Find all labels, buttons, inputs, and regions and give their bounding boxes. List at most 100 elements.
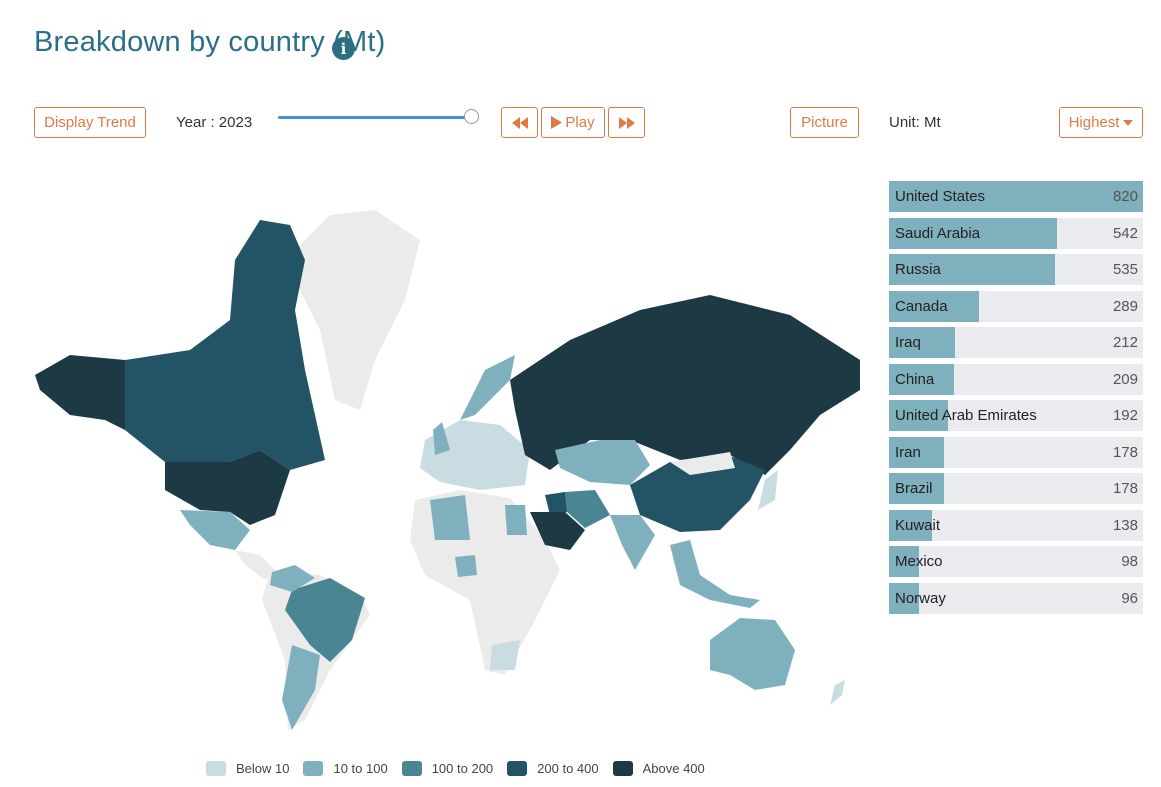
map-uk[interactable] [433, 422, 450, 455]
fast-forward-icon [618, 116, 635, 129]
ranking-bar [889, 546, 920, 577]
unit-label: Unit: Mt [889, 114, 941, 131]
page-title: Breakdown by country (Mt) [34, 26, 386, 58]
legend-label: 200 to 400 [537, 761, 599, 776]
map-australia[interactable] [710, 618, 795, 690]
ranking-row[interactable]: United States 820 [889, 181, 1143, 212]
map-usa[interactable] [165, 450, 290, 525]
ranking-bar [889, 217, 1057, 249]
map-russia[interactable] [510, 295, 860, 475]
ranking-row[interactable]: Mexico 98 [889, 546, 1143, 577]
ranking-country: Iraq [895, 334, 921, 351]
ranking-list: United States 820 Saudi Arabia 542 Russia 535… [889, 181, 1143, 619]
map-se-asia[interactable] [670, 540, 760, 608]
ranking-row[interactable]: Saudi Arabia 542 [889, 217, 1143, 249]
ranking-country: Kuwait [895, 516, 941, 534]
legend-swatch [612, 761, 633, 776]
map-brazil[interactable] [285, 578, 365, 662]
caret-down-icon [1123, 119, 1134, 126]
ranking-value: 820 [1112, 188, 1138, 205]
map-argentina[interactable] [282, 645, 320, 730]
map-mexico[interactable] [180, 510, 250, 550]
map-mongolia[interactable] [670, 452, 735, 475]
legend-item[interactable]: Above 400 [612, 761, 705, 776]
ranking-country: Mexico [895, 553, 943, 570]
map-europe[interactable] [420, 420, 530, 490]
legend-item[interactable]: 100 to 200 [401, 761, 493, 776]
ranking-row[interactable]: Brazil 178 [889, 473, 1143, 504]
ranking-row[interactable]: Iraq 212 [889, 327, 1143, 358]
map-algeria[interactable] [430, 495, 470, 540]
picture-button[interactable]: Picture [790, 107, 859, 138]
rewind-icon [511, 116, 528, 129]
ranking-bar [889, 290, 979, 322]
map-iran[interactable] [565, 490, 610, 528]
legend-item[interactable]: 10 to 100 [303, 761, 388, 776]
legend-swatch [206, 761, 226, 776]
map-norway[interactable] [460, 355, 515, 420]
legend-item[interactable]: 200 to 400 [507, 761, 599, 776]
sort-dropdown[interactable]: Highest [1059, 107, 1143, 138]
ranking-country: United States [895, 188, 986, 205]
year-slider-thumb[interactable] [464, 109, 479, 124]
map-saudi-arabia[interactable] [530, 512, 585, 550]
ranking-row[interactable]: Norway 96 [889, 582, 1143, 614]
map-nigeria[interactable] [455, 555, 477, 577]
ranking-row[interactable]: Iran 178 [889, 436, 1143, 468]
ranking-value: 212 [1112, 334, 1138, 351]
map-china[interactable] [630, 456, 765, 532]
map-alaska[interactable] [35, 355, 125, 430]
ranking-value: 192 [1112, 407, 1138, 424]
ranking-row[interactable]: Russia 535 [889, 254, 1143, 285]
play-icon [551, 116, 563, 129]
display-trend-button[interactable]: Display Trend [34, 107, 146, 138]
year-label: Year : 2023 [176, 114, 253, 131]
play-button[interactable]: Play [541, 107, 605, 138]
ranking-country: Iran [895, 443, 921, 461]
map-legend: Below 10 10 to 100 100 to 200 200 to 400 Abo… [206, 761, 719, 776]
map-japan[interactable] [758, 470, 778, 510]
map-kazakhstan[interactable] [555, 440, 650, 485]
info-icon[interactable]: i [332, 37, 355, 60]
legend-swatch [303, 761, 324, 776]
map-new-zealand[interactable] [830, 680, 845, 705]
ranking-value: 542 [1112, 224, 1138, 242]
map-central-america[interactable] [235, 550, 275, 580]
ranking-row[interactable]: Canada 289 [889, 290, 1143, 322]
legend-swatch [401, 761, 422, 776]
map-greenland[interactable] [285, 210, 420, 410]
ranking-value: 209 [1112, 370, 1138, 388]
map-colombia[interactable] [270, 565, 315, 592]
ranking-country: Brazil [895, 480, 933, 497]
fast-forward-button[interactable] [608, 107, 645, 138]
ranking-value: 535 [1112, 261, 1138, 278]
ranking-bar [889, 400, 949, 431]
map-iraq[interactable] [545, 492, 567, 515]
ranking-row[interactable]: United Arab Emirates 192 [889, 400, 1143, 431]
ranking-bar [889, 509, 932, 541]
ranking-row[interactable]: Kuwait 138 [889, 509, 1143, 541]
ranking-country: Russia [895, 261, 941, 278]
ranking-bar [889, 363, 954, 395]
ranking-bar [889, 254, 1055, 285]
ranking-value: 178 [1112, 480, 1138, 497]
ranking-country: Canada [895, 297, 948, 315]
year-slider-track[interactable] [278, 116, 472, 119]
rewind-button[interactable] [501, 107, 538, 138]
map-egypt[interactable] [505, 505, 527, 535]
ranking-country: Saudi Arabia [895, 224, 981, 242]
ranking-bar [889, 181, 1143, 212]
ranking-row[interactable]: China 209 [889, 363, 1143, 395]
ranking-country: Norway [895, 589, 946, 607]
ranking-bar [889, 436, 945, 468]
map-canada[interactable] [125, 220, 325, 470]
ranking-value: 178 [1112, 443, 1138, 461]
ranking-value: 98 [1121, 553, 1138, 570]
ranking-bar [889, 327, 955, 358]
map-south-africa[interactable] [490, 640, 520, 670]
ranking-country: China [895, 370, 935, 388]
map-india[interactable] [610, 515, 655, 570]
legend-label: 10 to 100 [333, 761, 388, 776]
ranking-value: 289 [1112, 297, 1138, 315]
legend-item[interactable]: Below 10 [206, 761, 289, 776]
